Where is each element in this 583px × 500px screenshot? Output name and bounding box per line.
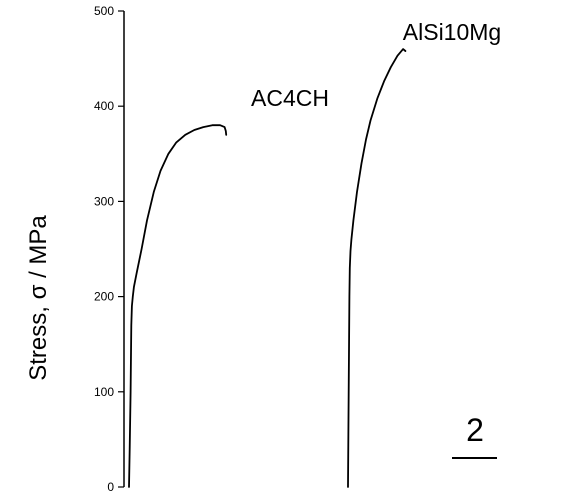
y-tick-label: 100 (94, 385, 114, 399)
series-curves (128, 48, 407, 488)
strain-scale-label: 2 (466, 412, 484, 448)
y-tick-label: 500 (94, 4, 114, 18)
series-label: AC4CH (251, 85, 329, 111)
series-labels: AC4CH AlSi10Mg (251, 19, 501, 111)
y-tick-label: 0 (107, 480, 114, 494)
y-axis-ticks: 0 100 200 300 400 500 (94, 4, 124, 494)
y-tick-label: 200 (94, 290, 114, 304)
series-line (347, 48, 407, 488)
y-tick-label: 400 (94, 99, 114, 113)
y-axis-title: Stress, σ / MPa (25, 215, 52, 381)
series-label: AlSi10Mg (403, 19, 501, 45)
y-tick-label: 300 (94, 194, 114, 208)
series-line (128, 124, 228, 488)
